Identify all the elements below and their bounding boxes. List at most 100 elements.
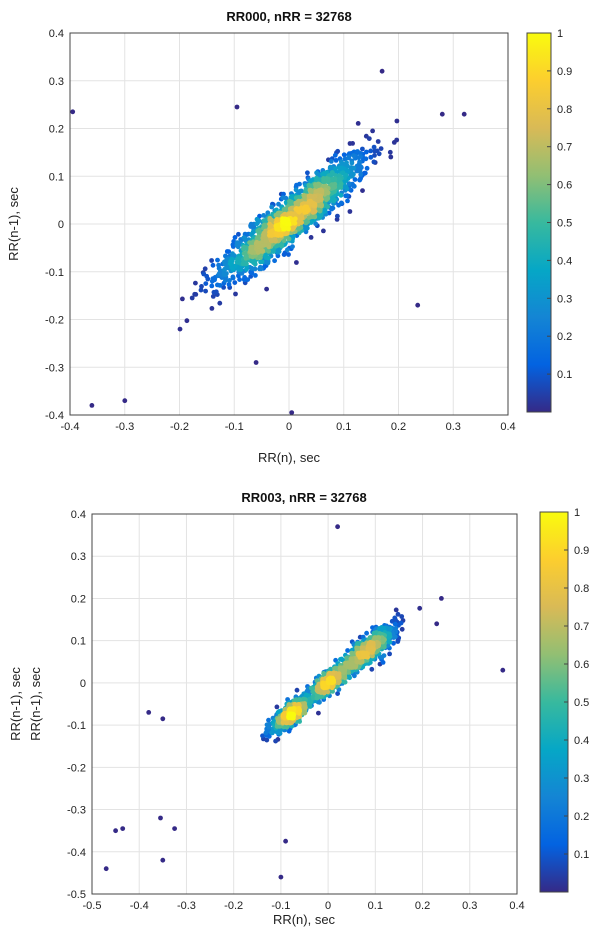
scatter-point bbox=[233, 291, 238, 297]
scatter-point bbox=[253, 273, 258, 278]
scatter-point bbox=[223, 278, 228, 283]
scatter-point bbox=[261, 232, 266, 238]
colorbar: 0.1 0.2 0.3 0.4 0.5 0.6 0.7 0.8 0.9 1 bbox=[539, 507, 589, 893]
x-axis-label: RR(n), sec bbox=[258, 450, 321, 465]
y-tick-label: 0.1 bbox=[49, 171, 64, 183]
scatter-point bbox=[269, 730, 275, 735]
colorbar-tick-label: 0.5 bbox=[557, 218, 572, 230]
scatter-point bbox=[305, 219, 311, 225]
y-tick-label: -0.2 bbox=[67, 762, 86, 774]
colorbar-tick-label: 0.9 bbox=[574, 545, 589, 557]
scatter-point bbox=[230, 242, 236, 248]
scatter-point bbox=[304, 207, 310, 213]
scatter-point bbox=[387, 149, 393, 155]
outlier-point bbox=[439, 111, 445, 117]
scatter-points bbox=[103, 524, 506, 880]
scatter-point bbox=[221, 285, 227, 290]
scatter-point bbox=[284, 221, 290, 227]
scatter-point bbox=[388, 154, 394, 160]
scatter-point bbox=[351, 171, 356, 177]
scatter-point bbox=[274, 704, 280, 710]
scatter-point bbox=[313, 221, 318, 227]
scatter-point bbox=[333, 158, 339, 163]
scatter-point bbox=[338, 192, 344, 198]
scatter-point bbox=[351, 153, 356, 159]
x-tick-label: 0.4 bbox=[500, 421, 515, 433]
scatter-point bbox=[279, 243, 285, 249]
scatter-point bbox=[389, 618, 395, 624]
scatter-point bbox=[329, 176, 335, 182]
colorbar-tick-labels: 0.1 0.2 0.3 0.4 0.5 0.6 0.7 0.8 0.9 1 bbox=[564, 507, 589, 861]
scatter-point bbox=[273, 738, 278, 744]
scatter-point bbox=[346, 181, 352, 187]
x-tick-label: 0 bbox=[286, 421, 292, 433]
scatter-point bbox=[308, 187, 313, 193]
scatter-point bbox=[281, 191, 286, 197]
outlier-point bbox=[253, 360, 259, 365]
scatter-point bbox=[263, 730, 269, 736]
scatter-point bbox=[358, 176, 363, 181]
scatter-point bbox=[276, 720, 282, 725]
y-axis-label-secondary: RR(n-1), sec bbox=[8, 667, 23, 741]
scatter-point bbox=[232, 280, 238, 285]
scatter-point bbox=[316, 710, 321, 716]
colorbar-tick-label: 0.3 bbox=[557, 293, 572, 305]
y-axis-label: RR(n-1), sec bbox=[6, 187, 21, 261]
scatter-point bbox=[276, 724, 282, 729]
scatter-point bbox=[276, 201, 281, 207]
outlier-point bbox=[160, 857, 166, 863]
scatter-point bbox=[180, 296, 185, 302]
scatter-point bbox=[345, 163, 350, 169]
y-tick-label: 0.4 bbox=[49, 28, 64, 40]
x-axis-label: RR(n), sec bbox=[273, 912, 336, 927]
x-tick-label: 0.1 bbox=[336, 421, 351, 433]
scatter-point bbox=[254, 216, 260, 222]
scatter-point bbox=[347, 209, 353, 214]
scatter-point bbox=[281, 218, 287, 223]
scatter-point bbox=[343, 172, 349, 178]
scatter-point bbox=[313, 184, 319, 189]
scatter-point bbox=[262, 242, 268, 248]
colorbar-gradient bbox=[540, 512, 568, 892]
scatter-point bbox=[398, 620, 404, 626]
scatter-point bbox=[308, 235, 314, 240]
scatter-point bbox=[209, 283, 215, 289]
scatter-point bbox=[281, 238, 287, 244]
scatter-point bbox=[237, 277, 243, 282]
scatter-point bbox=[325, 190, 331, 196]
scatter-point bbox=[387, 634, 393, 640]
x-tick-label: -0.5 bbox=[83, 900, 102, 912]
scatter-point bbox=[282, 226, 287, 232]
x-tick-label: 0.3 bbox=[446, 421, 461, 433]
scatter-point bbox=[286, 252, 291, 257]
scatter-point bbox=[417, 605, 423, 611]
scatter-point bbox=[393, 607, 399, 613]
scatter-point bbox=[366, 136, 372, 142]
scatter-point bbox=[381, 653, 387, 658]
x-tick-label: 0 bbox=[325, 900, 331, 912]
outlier-point bbox=[335, 524, 340, 530]
scatter-point bbox=[241, 235, 247, 241]
plot-frame bbox=[91, 513, 518, 895]
x-tick-label: 0.2 bbox=[415, 900, 430, 912]
scatter-point bbox=[314, 170, 319, 176]
outlier-point bbox=[278, 874, 284, 880]
colorbar-tick-label: 0.4 bbox=[574, 735, 589, 747]
y-tick-label: -0.1 bbox=[67, 720, 86, 732]
scatter-point bbox=[264, 737, 270, 743]
scatter-point bbox=[266, 244, 272, 250]
scatter-point bbox=[323, 183, 329, 189]
scatter-point bbox=[335, 148, 341, 154]
plot-frame bbox=[69, 32, 509, 416]
scatter-point bbox=[376, 151, 382, 157]
scatter-point bbox=[329, 685, 335, 691]
scatter-point bbox=[308, 199, 314, 205]
scatter-point bbox=[209, 306, 215, 311]
scatter-point bbox=[211, 289, 217, 295]
y-tick-label: 0.2 bbox=[49, 124, 64, 136]
outlier-point bbox=[146, 710, 152, 715]
scatter-point bbox=[399, 626, 405, 632]
scatter-point bbox=[365, 646, 371, 651]
scatter-point bbox=[271, 249, 276, 254]
scatter-point bbox=[392, 621, 398, 627]
